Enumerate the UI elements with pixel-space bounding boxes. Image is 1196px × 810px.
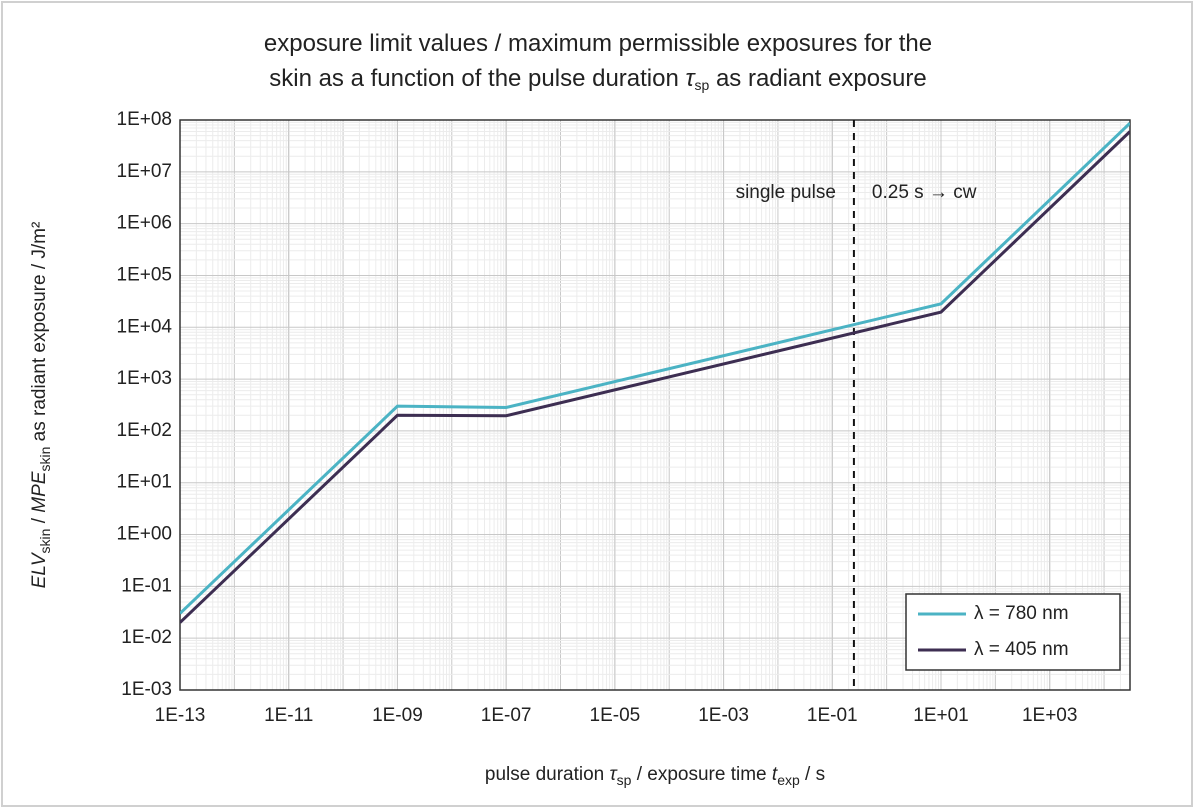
label-text: skin xyxy=(37,529,53,554)
title-text: τ xyxy=(686,65,697,92)
label-text: sp xyxy=(617,772,632,788)
y-tick-label: 1E+05 xyxy=(117,264,172,285)
title-text: sp xyxy=(694,77,709,93)
x-tick-label: 1E+03 xyxy=(1022,705,1077,726)
y-axis-label: ELVskin / MPEskin as radiant exposure / … xyxy=(29,222,53,589)
data-line xyxy=(180,130,1130,624)
label-text: / xyxy=(29,513,50,529)
label-text: / s xyxy=(800,764,825,785)
x-tick-label: 1E-13 xyxy=(155,705,206,726)
y-tick-label: 1E+04 xyxy=(117,316,173,337)
legend-label: λ = 780 nm xyxy=(974,603,1069,624)
title-text: skin as a function of the pulse duration xyxy=(269,65,685,92)
plot-border xyxy=(179,119,1131,691)
chart-title: exposure limit values / maximum permissi… xyxy=(264,30,932,57)
x-axis-label: pulse duration τsp / exposure time texp … xyxy=(485,764,825,788)
y-tick-label: 1E+06 xyxy=(117,213,172,234)
label-text: as radiant exposure / J/m² xyxy=(29,222,50,447)
label-text: pulse duration xyxy=(485,764,610,785)
y-tick-label: 1E+08 xyxy=(117,109,172,130)
y-tick-label: 1E-01 xyxy=(121,575,172,596)
legend-box xyxy=(905,593,1121,671)
legend-label: λ = 405 nm xyxy=(974,639,1069,660)
x-tick-label: 1E-09 xyxy=(372,705,423,726)
chart-title: skin as a function of the pulse duration… xyxy=(269,65,927,92)
data-line xyxy=(180,122,1130,615)
x-tick-label: 1E-05 xyxy=(590,705,641,726)
label-text: skin xyxy=(37,447,53,472)
title-text: exposure limit values / maximum permissi… xyxy=(264,30,932,57)
x-tick-label: 1E-07 xyxy=(481,705,532,726)
annotation: 0.25 s → cw xyxy=(872,182,977,203)
label-text: MPE xyxy=(29,471,50,513)
y-tick-label: 1E+07 xyxy=(117,161,172,182)
label-text: exp xyxy=(777,772,800,788)
y-tick-label: 1E-03 xyxy=(121,679,172,700)
label-text: ELV xyxy=(29,551,50,588)
label-text: / exposure time xyxy=(631,764,771,785)
label-text: τ xyxy=(610,764,619,785)
x-tick-label: 1E-11 xyxy=(264,705,313,726)
x-tick-label: 1E+01 xyxy=(913,705,968,726)
y-tick-label: 1E+01 xyxy=(117,472,172,493)
y-tick-label: 1E+00 xyxy=(117,524,172,545)
series-group xyxy=(180,122,1130,624)
title-text: as radiant exposure xyxy=(709,65,926,92)
y-tick-label: 1E-02 xyxy=(121,627,172,648)
x-tick-label: 1E-01 xyxy=(807,705,858,726)
label-text: t xyxy=(772,764,778,785)
y-tick-label: 1E+03 xyxy=(117,368,172,389)
y-tick-label: 1E+02 xyxy=(117,420,172,441)
annotation: single pulse xyxy=(736,182,836,203)
x-tick-label: 1E-03 xyxy=(698,705,749,726)
